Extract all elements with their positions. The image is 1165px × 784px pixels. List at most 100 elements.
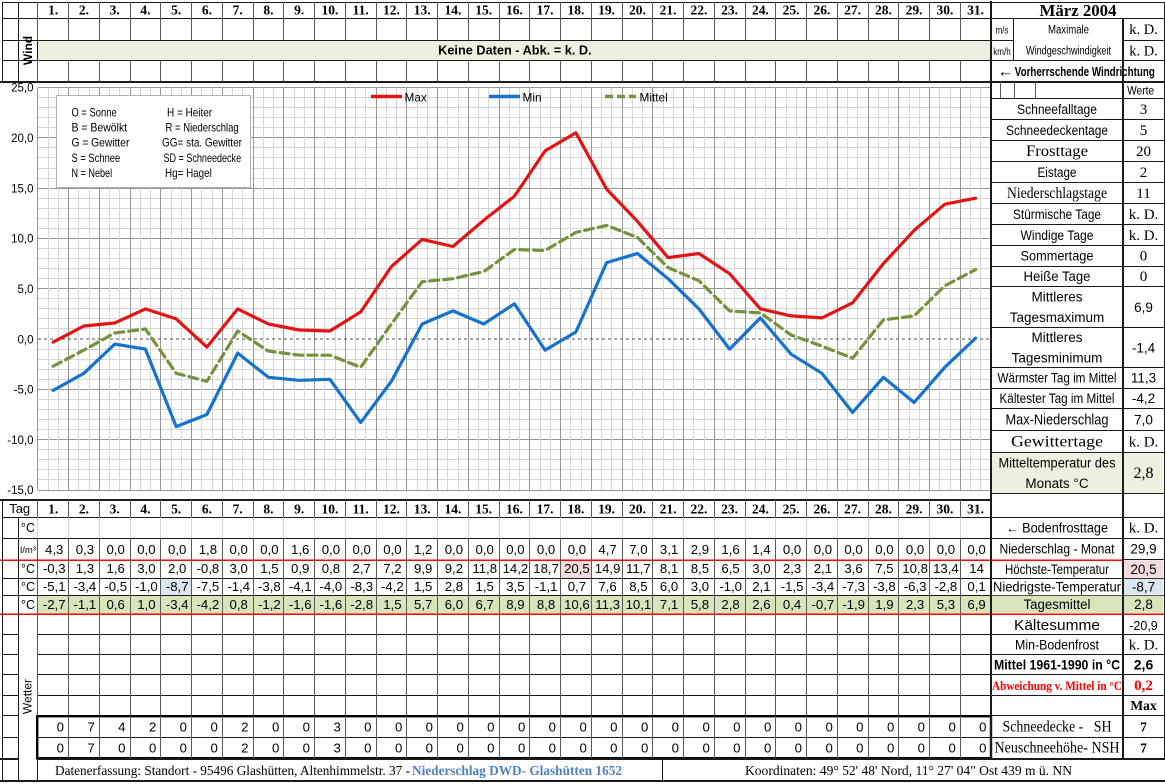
svg-text:26.: 26. xyxy=(813,502,830,517)
svg-text:7: 7 xyxy=(1140,741,1147,756)
svg-text:°C: °C xyxy=(21,598,35,612)
svg-text:25,0: 25,0 xyxy=(11,83,33,95)
svg-text:Eistage: Eistage xyxy=(1038,165,1077,180)
svg-text:0,0: 0,0 xyxy=(18,334,34,346)
svg-text:27.: 27. xyxy=(844,3,861,18)
svg-text:-1,1: -1,1 xyxy=(74,597,97,612)
svg-text:°C: °C xyxy=(21,562,35,576)
svg-text:O = Sonne: O = Sonne xyxy=(72,105,118,119)
svg-text:0,0: 0,0 xyxy=(506,542,524,557)
svg-text:0: 0 xyxy=(456,720,463,735)
svg-text:0: 0 xyxy=(579,740,586,755)
svg-text:2: 2 xyxy=(241,740,248,755)
svg-text:7: 7 xyxy=(87,720,94,735)
svg-text:Max: Max xyxy=(1130,698,1156,713)
svg-text:21.: 21. xyxy=(660,3,677,18)
svg-text:13.: 13. xyxy=(414,502,431,517)
svg-text:1,6: 1,6 xyxy=(291,542,309,557)
svg-text:Wind: Wind xyxy=(21,36,35,65)
svg-text:5,8: 5,8 xyxy=(691,597,709,612)
svg-text:25.: 25. xyxy=(783,3,800,18)
svg-text:7.: 7. xyxy=(233,502,243,517)
svg-text:k. D.: k. D. xyxy=(1129,22,1158,38)
svg-text:2,7: 2,7 xyxy=(353,561,371,576)
svg-text:7,1: 7,1 xyxy=(660,597,678,612)
svg-text:0: 0 xyxy=(518,740,525,755)
svg-text:0,0: 0,0 xyxy=(844,542,862,557)
svg-text:7,0: 7,0 xyxy=(1134,412,1153,427)
svg-text:0: 0 xyxy=(948,740,955,755)
svg-text:7,0: 7,0 xyxy=(629,542,647,557)
svg-text:-1,6: -1,6 xyxy=(320,597,343,612)
svg-text:1,9: 1,9 xyxy=(875,597,893,612)
svg-text:4.: 4. xyxy=(140,502,150,517)
svg-text:3,1: 3,1 xyxy=(660,542,678,557)
svg-text:0: 0 xyxy=(979,740,986,755)
svg-text:20,5: 20,5 xyxy=(564,561,590,576)
svg-text:0: 0 xyxy=(979,720,986,735)
svg-text:Max: Max xyxy=(405,90,427,104)
svg-text:5: 5 xyxy=(1140,123,1148,139)
svg-text:11,7: 11,7 xyxy=(626,561,651,576)
svg-text:H = Heiter: H = Heiter xyxy=(167,105,212,119)
svg-text:0: 0 xyxy=(795,720,802,735)
svg-text:k. D.: k. D. xyxy=(1129,521,1159,537)
svg-text:17.: 17. xyxy=(537,3,554,18)
svg-text:0,7: 0,7 xyxy=(568,579,586,594)
svg-text:0: 0 xyxy=(57,740,64,755)
svg-text:k. D.: k. D. xyxy=(1129,638,1159,654)
svg-text:2,3: 2,3 xyxy=(783,561,801,576)
svg-text:0,0: 0,0 xyxy=(967,542,985,557)
svg-text:-5,1: -5,1 xyxy=(43,579,66,594)
svg-text:0: 0 xyxy=(487,740,494,755)
svg-text:0: 0 xyxy=(303,740,310,755)
svg-text:2,9: 2,9 xyxy=(691,542,709,557)
svg-text:9.: 9. xyxy=(294,3,304,18)
svg-text:0,4: 0,4 xyxy=(783,597,801,612)
svg-text:Mitteltemperatur des: Mitteltemperatur des xyxy=(999,456,1116,471)
svg-text:-1,9: -1,9 xyxy=(842,597,865,612)
svg-text:Werte: Werte xyxy=(1127,84,1154,98)
svg-text:0: 0 xyxy=(487,720,494,735)
svg-text:0: 0 xyxy=(364,740,371,755)
svg-text:7,6: 7,6 xyxy=(598,579,616,594)
svg-text:6.: 6. xyxy=(202,3,212,18)
svg-text:0: 0 xyxy=(733,720,740,735)
svg-text:20,5: 20,5 xyxy=(1130,562,1156,577)
svg-text:-4,1: -4,1 xyxy=(289,579,312,594)
svg-text:15.: 15. xyxy=(475,3,492,18)
svg-text:B = Bewölkt: B = Bewölkt xyxy=(72,120,128,134)
svg-text:-3,4: -3,4 xyxy=(812,579,835,594)
svg-text:0: 0 xyxy=(610,720,617,735)
svg-text:0: 0 xyxy=(303,720,310,735)
svg-text:2,3: 2,3 xyxy=(906,597,924,612)
svg-text:1,5: 1,5 xyxy=(383,597,401,612)
svg-text:11.: 11. xyxy=(353,502,369,517)
svg-text:2: 2 xyxy=(149,720,156,735)
svg-text:N = Nebel: N = Nebel xyxy=(72,166,113,180)
svg-text:-0,8: -0,8 xyxy=(197,561,220,576)
svg-text:5,7: 5,7 xyxy=(414,597,432,612)
svg-text:SD = Schneedecke: SD = Schneedecke xyxy=(164,151,242,165)
svg-text:31.: 31. xyxy=(967,3,984,18)
svg-text:-1,6: -1,6 xyxy=(289,597,312,612)
svg-text:Sommertage: Sommertage xyxy=(1021,249,1094,264)
svg-text:17.: 17. xyxy=(537,502,554,517)
svg-text:0: 0 xyxy=(210,720,217,735)
svg-text:0: 0 xyxy=(272,740,279,755)
svg-text:2,6: 2,6 xyxy=(1134,656,1154,672)
svg-text:20.: 20. xyxy=(629,502,646,517)
svg-text:4: 4 xyxy=(118,720,125,735)
svg-text:Koordinaten: 49° 52' 48' Nord: Koordinaten: 49° 52' 48' Nord, 11° 27' 0… xyxy=(745,763,1072,778)
svg-text:Tagesminimum: Tagesminimum xyxy=(1012,351,1103,366)
svg-text:20,0: 20,0 xyxy=(11,133,33,145)
svg-text:22.: 22. xyxy=(690,3,707,18)
svg-text:0: 0 xyxy=(426,720,433,735)
svg-text:0: 0 xyxy=(426,740,433,755)
svg-text:1,3: 1,3 xyxy=(76,561,94,576)
svg-text:0: 0 xyxy=(57,720,64,735)
svg-text:0: 0 xyxy=(733,740,740,755)
svg-text:Höchste-Temperatur: Höchste-Temperatur xyxy=(1005,562,1109,577)
svg-text:°C: °C xyxy=(21,521,35,535)
svg-text:14.: 14. xyxy=(444,3,461,18)
